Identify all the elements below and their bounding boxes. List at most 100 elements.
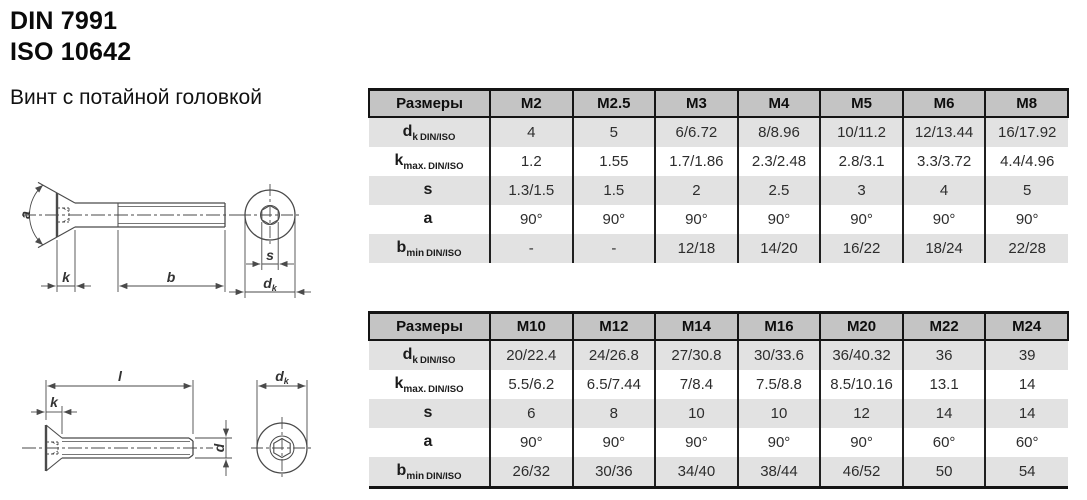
table-cell: 90°: [819, 205, 903, 234]
table-cell: 3: [819, 176, 903, 205]
table-cell: 1.7/1.86: [654, 147, 738, 176]
table-cell: 39: [984, 340, 1068, 370]
screw-front-view: [239, 184, 301, 247]
title-block: DIN 7991 ISO 10642: [10, 6, 131, 68]
row-label-a: a: [369, 205, 490, 234]
table-cell: 90°: [489, 428, 573, 457]
dimension-table-m2-m8: Размеры M2 M2.5 M3 M4 M5 M6 M8 dk DIN/ISO…: [368, 88, 1069, 263]
row-label-a: a: [369, 428, 490, 457]
table-cell: 90°: [654, 205, 738, 234]
dimension-socket-s: [246, 222, 294, 270]
table-cell: 18/24: [901, 234, 986, 263]
table-cell: 22/28: [984, 234, 1068, 263]
col-header-size: M2.5: [571, 88, 656, 118]
table-cell: 60°: [901, 428, 986, 457]
table-cell: 14: [901, 399, 986, 428]
table-cell: 4: [489, 117, 573, 147]
hex-socket-hidden-lines: [46, 441, 59, 455]
table-cell: 6/6.72: [654, 117, 738, 147]
table-cell: 1.2: [489, 147, 573, 176]
table-row-bmin: bmin DIN/ISO 26/32 30/36 34/40 38/44 46/5…: [369, 457, 1068, 489]
table-cell: 36: [901, 340, 986, 370]
dimension-thread-length-b: [117, 230, 226, 292]
row-label-s: s: [369, 399, 490, 428]
table-cell: 90°: [571, 428, 656, 457]
head-height-k-label: k: [50, 394, 59, 410]
col-header-size: M12: [571, 311, 656, 341]
screw-shaft: [62, 437, 194, 459]
table-header-row: Размеры M10 M12 M14 M16 M20 M22 M24: [368, 311, 1069, 341]
col-header-dimensions: Размеры: [368, 311, 490, 341]
standard-iso-title: ISO 10642: [10, 38, 132, 66]
table-cell: 46/52: [819, 457, 903, 489]
table-cell: 2: [654, 176, 738, 205]
table-row-kmax: kmax. DIN/ISO 1.2 1.55 1.7/1.86 2.3/2.48 …: [369, 147, 1068, 176]
table-cell: 4: [901, 176, 986, 205]
dimension-head-diameter-dk: [256, 380, 308, 445]
table-cell: 2.8/3.1: [819, 147, 903, 176]
screw-head-section: [37, 181, 76, 249]
table-cell: 90°: [901, 205, 986, 234]
head-diameter-dk-label: dk: [263, 275, 278, 293]
table-cell: 26/32: [489, 457, 573, 489]
table-cell: 24/26.8: [571, 340, 656, 370]
length-l-label: l: [118, 368, 123, 384]
table-cell: 8: [571, 399, 656, 428]
screw-head-section: [44, 424, 63, 472]
dimension-angle-a: [29, 184, 44, 246]
row-label-dk: dk DIN/ISO: [369, 117, 490, 147]
screw-drawing-full-thread: l k d dk: [22, 368, 313, 479]
table-cell: 6: [489, 399, 573, 428]
table-row-a: a 90° 90° 90° 90° 90° 90° 90°: [369, 205, 1068, 234]
table-row-dk: dk DIN/ISO 4 5 6/6.72 8/8.96 10/11.2 12/1…: [369, 117, 1068, 147]
table-cell: 30/36: [571, 457, 656, 489]
dimension-head-height-k: [41, 230, 91, 292]
table-cell: 12: [819, 399, 903, 428]
table-cell: 90°: [571, 205, 656, 234]
table-cell: 12/18: [654, 234, 738, 263]
table-row-dk: dk DIN/ISO 20/22.4 24/26.8 27/30.8 30/33.…: [369, 340, 1068, 370]
row-label-bmin: bmin DIN/ISO: [369, 457, 490, 489]
dimension-head-height-k: [31, 406, 77, 434]
col-header-size: M24: [984, 311, 1069, 341]
standard-din-title: DIN 7991: [10, 7, 118, 35]
table-cell: 90°: [984, 205, 1068, 234]
table-cell: -: [489, 234, 573, 263]
table-cell: 16/17.92: [984, 117, 1068, 147]
col-header-size: M5: [819, 88, 903, 118]
table-cell: 14/20: [736, 234, 821, 263]
hex-socket-hidden-lines: [57, 207, 70, 223]
table-cell: 10/11.2: [819, 117, 903, 147]
table-cell: 90°: [819, 428, 903, 457]
col-header-size: M3: [654, 88, 738, 118]
screw-drawing-partial-thread: a k b s dk: [17, 181, 311, 298]
row-label-kmax: kmax. DIN/ISO: [369, 370, 490, 399]
col-header-size: M10: [489, 311, 573, 341]
col-header-size: M8: [984, 88, 1069, 118]
table-cell: 54: [984, 457, 1068, 489]
table-cell: 50: [901, 457, 986, 489]
col-header-size: M22: [901, 311, 986, 341]
table-cell: 34/40: [654, 457, 738, 489]
table-cell: 90°: [654, 428, 738, 457]
angle-a-label: a: [17, 211, 33, 219]
dimension-diameter-d: [195, 420, 232, 476]
table-row-s: s 6 8 10 10 12 14 14: [369, 399, 1068, 428]
table-row-a: a 90° 90° 90° 90° 90° 60° 60°: [369, 428, 1068, 457]
table-cell: 38/44: [736, 457, 821, 489]
screw-front-view: [251, 417, 313, 479]
table-cell: 8.5/10.16: [819, 370, 903, 399]
table-cell: 10: [736, 399, 821, 428]
table-cell: 90°: [489, 205, 573, 234]
table-cell: 1.55: [571, 147, 656, 176]
page-subtitle: Винт с потайной головкой: [10, 86, 262, 109]
col-header-dimensions: Размеры: [368, 88, 490, 118]
table-row-s: s 1.3/1.5 1.5 2 2.5 3 4 5: [369, 176, 1068, 205]
head-diameter-dk-label: dk: [275, 368, 290, 386]
table-cell: 16/22: [819, 234, 903, 263]
table-cell: 13.1: [901, 370, 986, 399]
table-cell: 7/8.4: [654, 370, 738, 399]
col-header-size: M14: [654, 311, 738, 341]
table-cell: 30/33.6: [736, 340, 821, 370]
col-header-size: M6: [901, 88, 986, 118]
